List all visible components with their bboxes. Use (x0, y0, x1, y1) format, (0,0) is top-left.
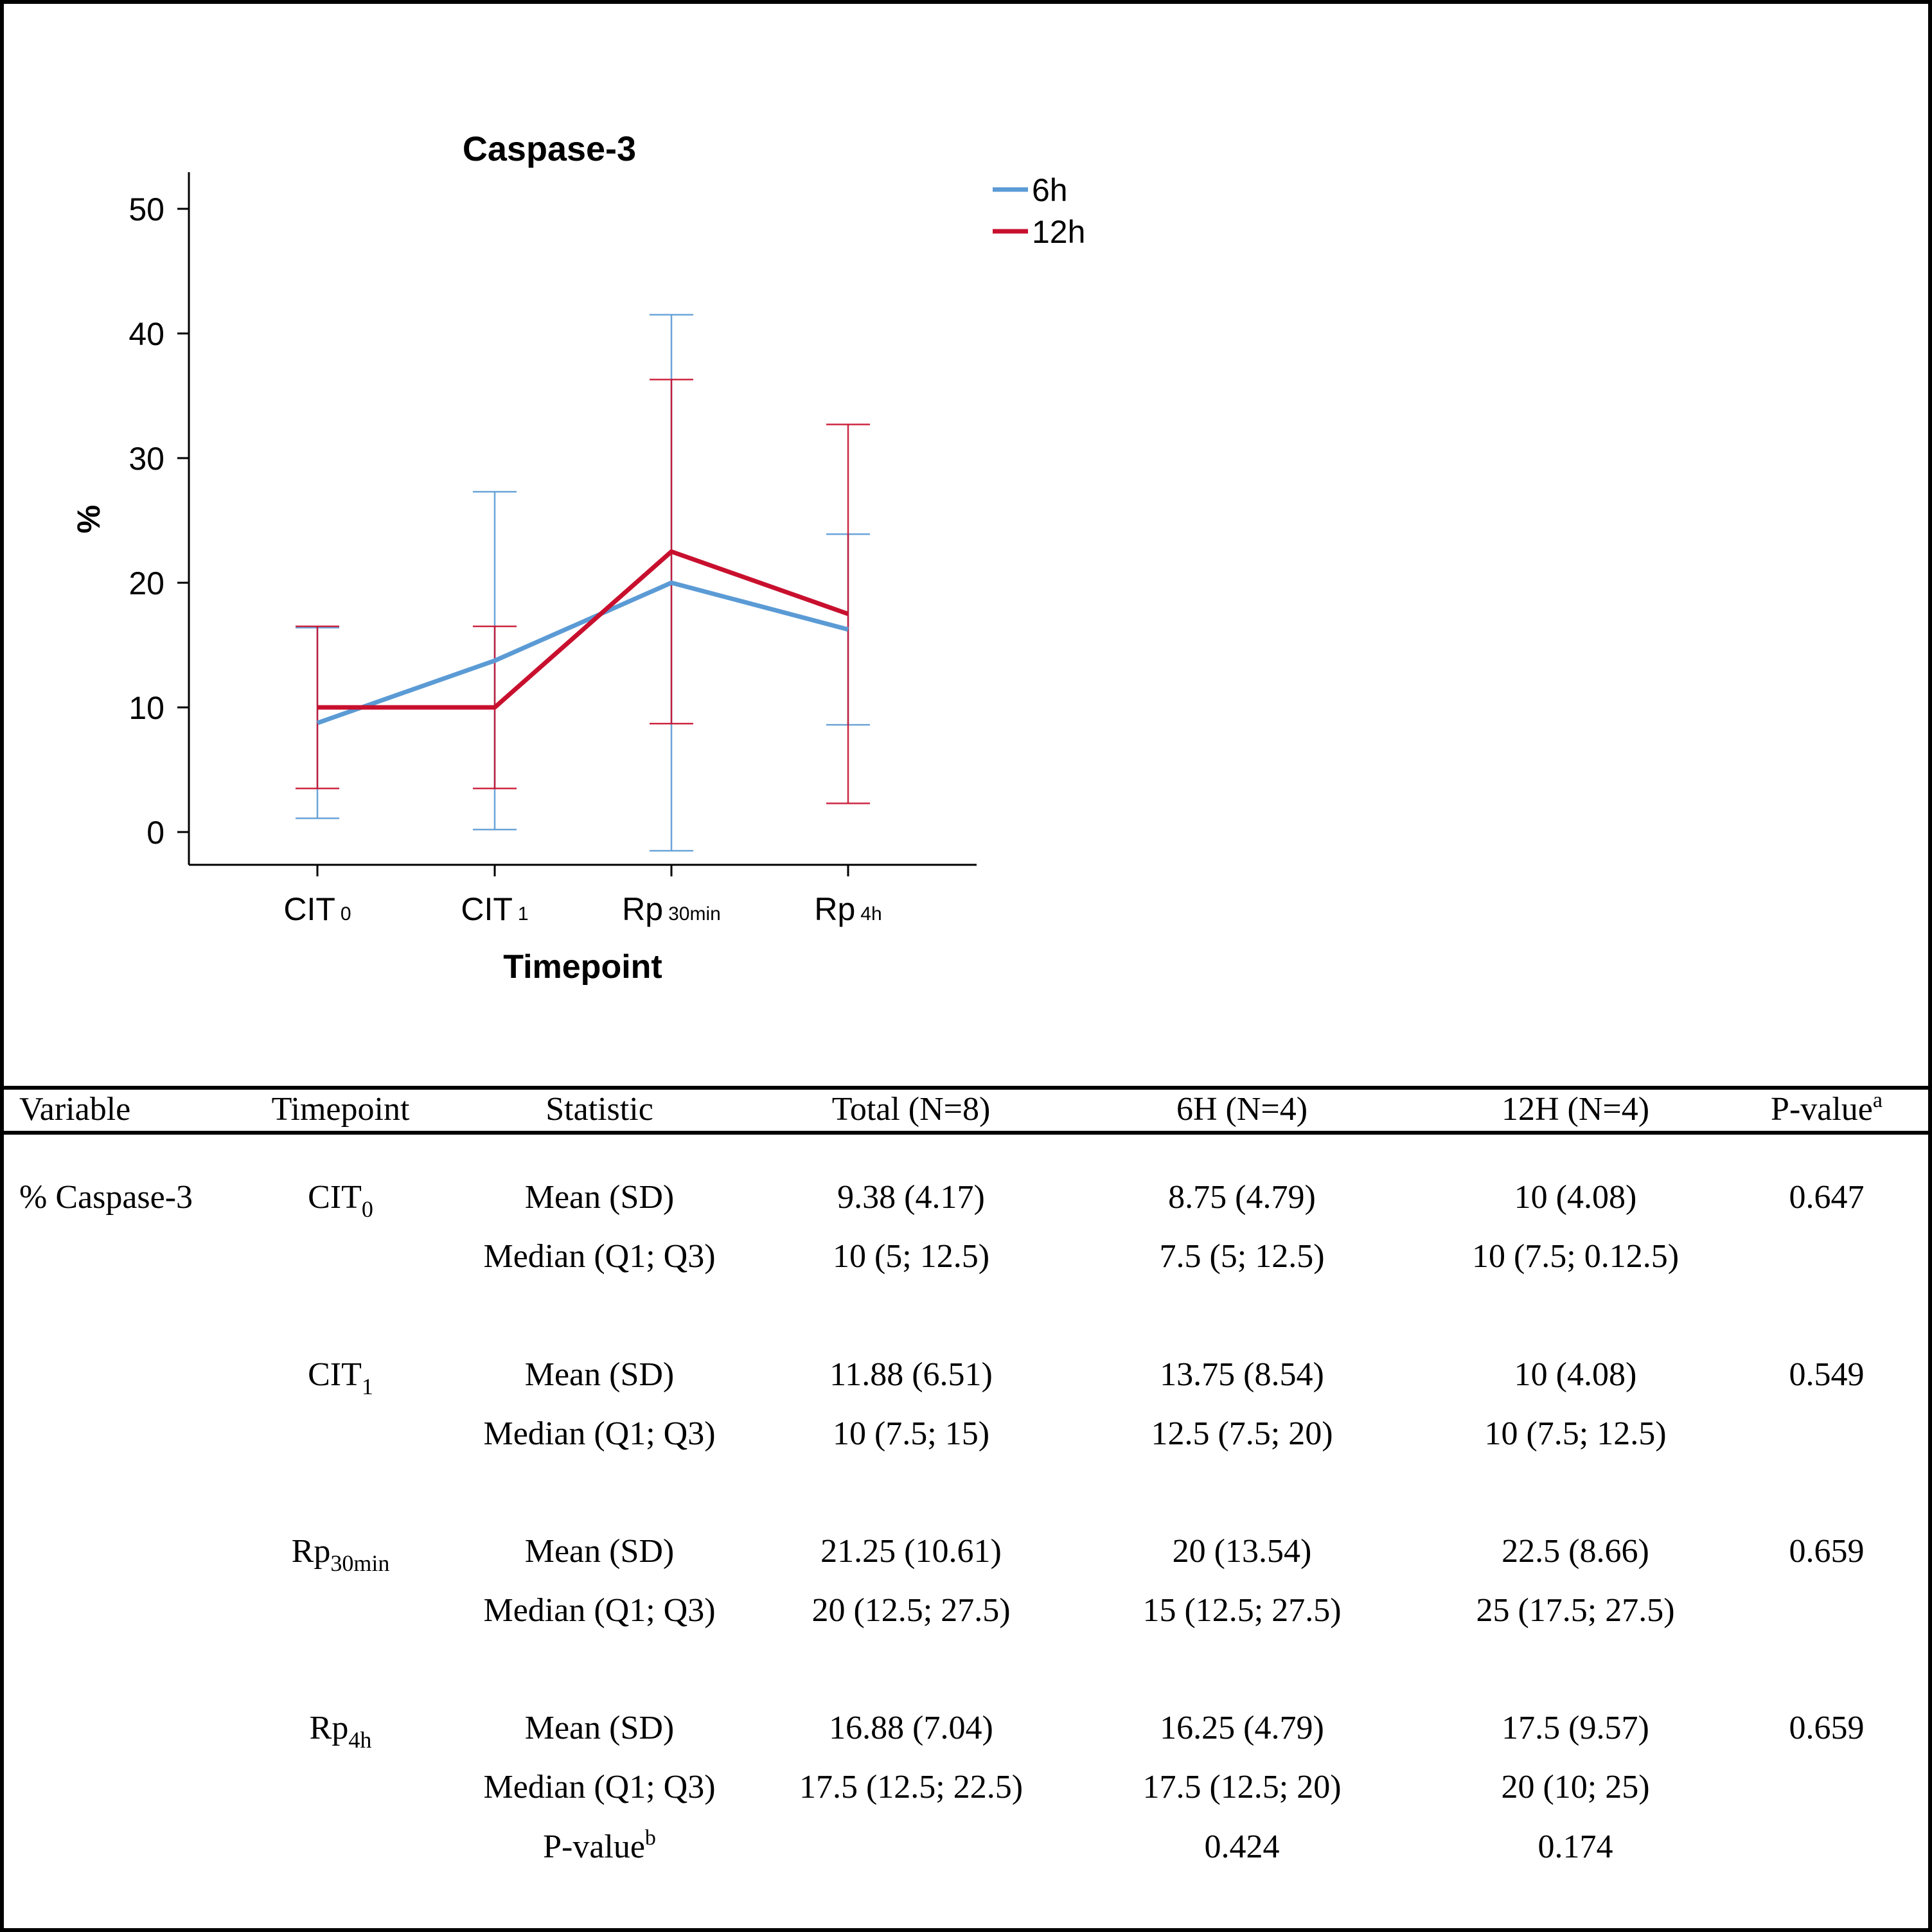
cell-12h: 10 (7.5; 0.12.5) (1471, 1238, 1679, 1275)
y-tick-label: 10 (129, 690, 164, 726)
timepoint-subscript: 1 (361, 1374, 373, 1399)
timepoint-subscript: 30min (330, 1550, 390, 1576)
timepoint-base: Rp (309, 1710, 349, 1746)
caspase-chart: 0 10 20 30 40 50 CIT 0 CIT 1 Rp 30min Rp 4h Caspase-… (71, 130, 1085, 986)
series-line-12h (317, 549, 849, 710)
x-tick-label: CIT 0 (283, 891, 351, 927)
timepoint-subscript: 4h (348, 1727, 372, 1753)
header-pvalue-text: P-value (1771, 1091, 1873, 1128)
timepoint-base: CIT (308, 1356, 362, 1393)
cell-statistic: Mean (SD) (524, 1179, 675, 1216)
cell-6h: 17.5 (12.5; 20) (1142, 1769, 1342, 1805)
x-axis-label: Timepoint (503, 948, 662, 986)
timepoint-label: CIT1 (308, 1356, 373, 1399)
cell-6h: 8.75 (4.79) (1168, 1179, 1316, 1216)
cell-6h: 20 (13.54) (1172, 1533, 1312, 1570)
header-total: Total (N=8) (831, 1091, 991, 1128)
variable-name: % Caspase-3 (19, 1179, 193, 1216)
header-6h: 6H (N=4) (1176, 1091, 1308, 1128)
cell-total: 10 (7.5; 15) (832, 1415, 990, 1452)
y-tick-label: 0 (146, 815, 164, 851)
timepoint-label: Rp30min (291, 1532, 390, 1576)
cell-total: 21.25 (10.61) (820, 1533, 1002, 1570)
cell-12h: 10 (4.08) (1514, 1356, 1637, 1393)
y-axis-label: % (71, 505, 107, 533)
cell-12h: 10 (7.5; 12.5) (1484, 1415, 1667, 1452)
timepoint-base: CIT (308, 1179, 362, 1216)
cell-total: 17.5 (12.5; 22.5) (799, 1769, 1024, 1805)
timepoint-label: Rp4h (309, 1709, 372, 1753)
cell-statistic: Mean (SD) (524, 1356, 675, 1393)
cell-total: 16.88 (7.04) (829, 1710, 993, 1746)
cell-6h: 15 (12.5; 27.5) (1142, 1592, 1342, 1629)
cell-statistic: Mean (SD) (524, 1710, 675, 1746)
cell-statistic: Median (Q1; Q3) (483, 1238, 716, 1275)
x-tick-label: Rp 4h (814, 891, 882, 927)
header-pvalue-sup: a (1872, 1088, 1883, 1112)
header-variable: Variable (19, 1091, 131, 1128)
cell-pvalue: 0.659 (1789, 1710, 1865, 1746)
header-timepoint: Timepoint (271, 1091, 410, 1128)
footer-pvalue-6h: 0.424 (1204, 1829, 1280, 1865)
timepoint-subscript: 0 (361, 1196, 373, 1222)
table-header-rule (4, 1131, 1928, 1135)
legend-label-6h: 6h (1032, 172, 1068, 208)
cell-12h: 10 (4.08) (1514, 1179, 1637, 1216)
legend-label-12h: 12h (1032, 214, 1085, 250)
x-tick-label: CIT 1 (461, 891, 528, 927)
footer-pvalue-12h: 0.174 (1538, 1829, 1613, 1865)
timepoint-base: Rp (291, 1533, 331, 1570)
cell-total: 11.88 (6.51) (829, 1356, 993, 1393)
cell-6h: 7.5 (5; 12.5) (1159, 1238, 1325, 1275)
cell-6h: 16.25 (4.79) (1160, 1710, 1324, 1746)
cell-12h: 22.5 (8.66) (1502, 1533, 1649, 1570)
header-statistic: Statistic (545, 1091, 653, 1128)
footer-pvalue-label: P-valueb (543, 1826, 656, 1870)
cell-statistic: Mean (SD) (524, 1533, 675, 1570)
cell-statistic: Median (Q1; Q3) (483, 1769, 716, 1805)
header-12h: 12H (N=4) (1501, 1091, 1650, 1128)
y-tick-label: 40 (129, 316, 164, 352)
cell-12h: 25 (17.5; 27.5) (1476, 1592, 1675, 1629)
cell-6h: 12.5 (7.5; 20) (1151, 1415, 1333, 1452)
header-pvalue: P-valuea (1771, 1088, 1883, 1133)
footer-pvalue-sup: b (644, 1826, 656, 1850)
cell-statistic: Median (Q1; Q3) (483, 1592, 716, 1629)
x-tick-label: Rp 30min (622, 891, 721, 927)
y-tick-label: 50 (129, 191, 164, 227)
footer-pvalue-text: P-value (543, 1829, 645, 1865)
series-line-6h (316, 580, 849, 725)
timepoint-label: CIT0 (308, 1178, 373, 1222)
cell-total: 9.38 (4.17) (837, 1179, 985, 1216)
cell-12h: 17.5 (9.57) (1502, 1710, 1649, 1746)
y-tick-label: 30 (129, 441, 164, 477)
chart-title: Caspase-3 (463, 130, 636, 168)
cell-total: 20 (12.5; 27.5) (811, 1592, 1011, 1629)
cell-pvalue: 0.659 (1789, 1533, 1865, 1570)
y-tick-label: 20 (129, 565, 164, 601)
cell-total: 10 (5; 12.5) (832, 1238, 990, 1275)
cell-statistic: Median (Q1; Q3) (483, 1415, 716, 1452)
cell-12h: 20 (10; 25) (1501, 1769, 1650, 1805)
table-top-rule (4, 1086, 1928, 1090)
cell-pvalue: 0.549 (1789, 1356, 1865, 1393)
cell-6h: 13.75 (8.54) (1160, 1356, 1324, 1393)
cell-pvalue: 0.647 (1789, 1179, 1865, 1216)
